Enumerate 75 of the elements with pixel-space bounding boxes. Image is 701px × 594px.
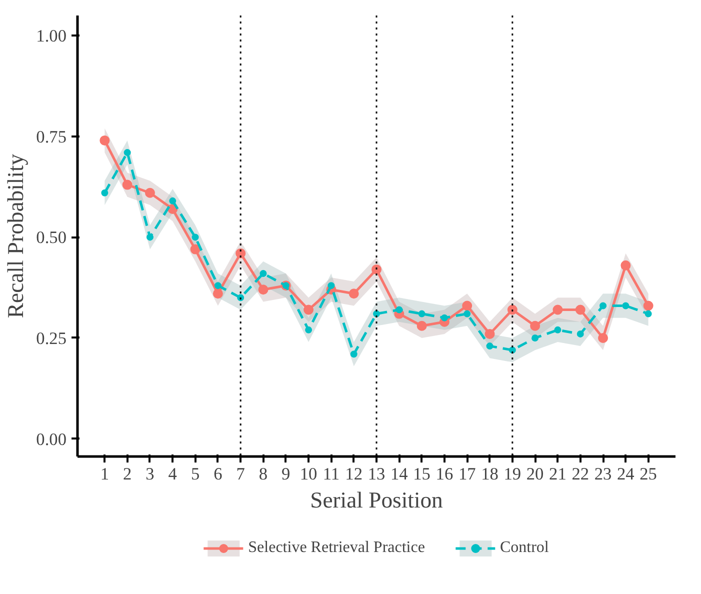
- point: [350, 350, 358, 358]
- y-tick-label: 0.50: [36, 228, 67, 248]
- x-tick-label: 17: [458, 464, 476, 484]
- point: [192, 234, 199, 241]
- x-tick-label: 7: [236, 464, 246, 484]
- point: [600, 302, 607, 310]
- y-axis-title: Recall Probability: [3, 153, 28, 318]
- legend-label: Control: [500, 538, 549, 556]
- point: [552, 304, 563, 315]
- x-tick-label: 13: [368, 464, 386, 484]
- point: [598, 332, 608, 343]
- x-tick-label: 3: [146, 464, 154, 484]
- point: [260, 270, 267, 277]
- x-tick-label: 12: [345, 464, 363, 484]
- y-tick-label: 1.00: [36, 26, 67, 46]
- point: [212, 288, 223, 299]
- point: [236, 248, 246, 258]
- x-tick-label: 19: [504, 464, 522, 484]
- x-axis-title: Serial Position: [310, 488, 443, 512]
- point: [620, 260, 631, 270]
- x-tick-label: 11: [322, 464, 340, 484]
- point: [169, 197, 176, 204]
- x-tick-label: 25: [640, 464, 657, 484]
- point: [486, 342, 494, 350]
- x-tick-label: 2: [123, 464, 132, 484]
- y-tick-label: 0.25: [36, 328, 67, 348]
- x-tick-label: 21: [549, 464, 566, 484]
- x-tick-label: 6: [214, 464, 223, 484]
- x-tick-label: 15: [413, 464, 430, 484]
- point: [122, 180, 132, 190]
- x-tick-label: 18: [481, 464, 498, 484]
- x-tick-label: 1: [100, 464, 110, 484]
- point: [644, 310, 652, 318]
- point: [101, 189, 108, 196]
- point: [484, 328, 495, 339]
- point: [304, 304, 314, 315]
- legend-label: Selective Retrieval Practice: [248, 538, 425, 556]
- point: [190, 244, 200, 254]
- point: [214, 282, 222, 290]
- point: [554, 326, 562, 334]
- point: [144, 188, 155, 198]
- point: [100, 135, 110, 146]
- point: [576, 330, 584, 338]
- x-tick-label: 24: [617, 464, 635, 484]
- y-tick-label: 0.00: [36, 430, 67, 449]
- point: [124, 149, 131, 156]
- point: [258, 284, 268, 295]
- point: [305, 326, 312, 334]
- x-tick-label: 14: [390, 464, 408, 484]
- y-tick-label: 0.75: [36, 127, 67, 146]
- point: [464, 310, 471, 318]
- x-tick-label: 23: [594, 464, 612, 484]
- x-tick-label: 8: [258, 464, 268, 484]
- x-tick-label: 9: [282, 464, 290, 484]
- point: [146, 234, 154, 241]
- point: [440, 314, 448, 322]
- point: [328, 282, 335, 290]
- point: [575, 304, 586, 315]
- point: [418, 310, 426, 318]
- point: [532, 334, 539, 342]
- x-tick-label: 4: [168, 464, 178, 484]
- point: [507, 304, 518, 315]
- x-tick-label: 22: [572, 464, 590, 484]
- point: [372, 264, 382, 274]
- x-tick-label: 5: [190, 464, 200, 484]
- point: [348, 288, 359, 299]
- point: [462, 300, 472, 311]
- x-tick-label: 20: [526, 464, 544, 484]
- x-tick-label: 16: [436, 464, 454, 484]
- point: [416, 320, 427, 331]
- point: [643, 300, 654, 311]
- point: [622, 302, 630, 310]
- x-tick-label: 10: [300, 464, 318, 484]
- point: [396, 306, 403, 314]
- point: [530, 320, 540, 331]
